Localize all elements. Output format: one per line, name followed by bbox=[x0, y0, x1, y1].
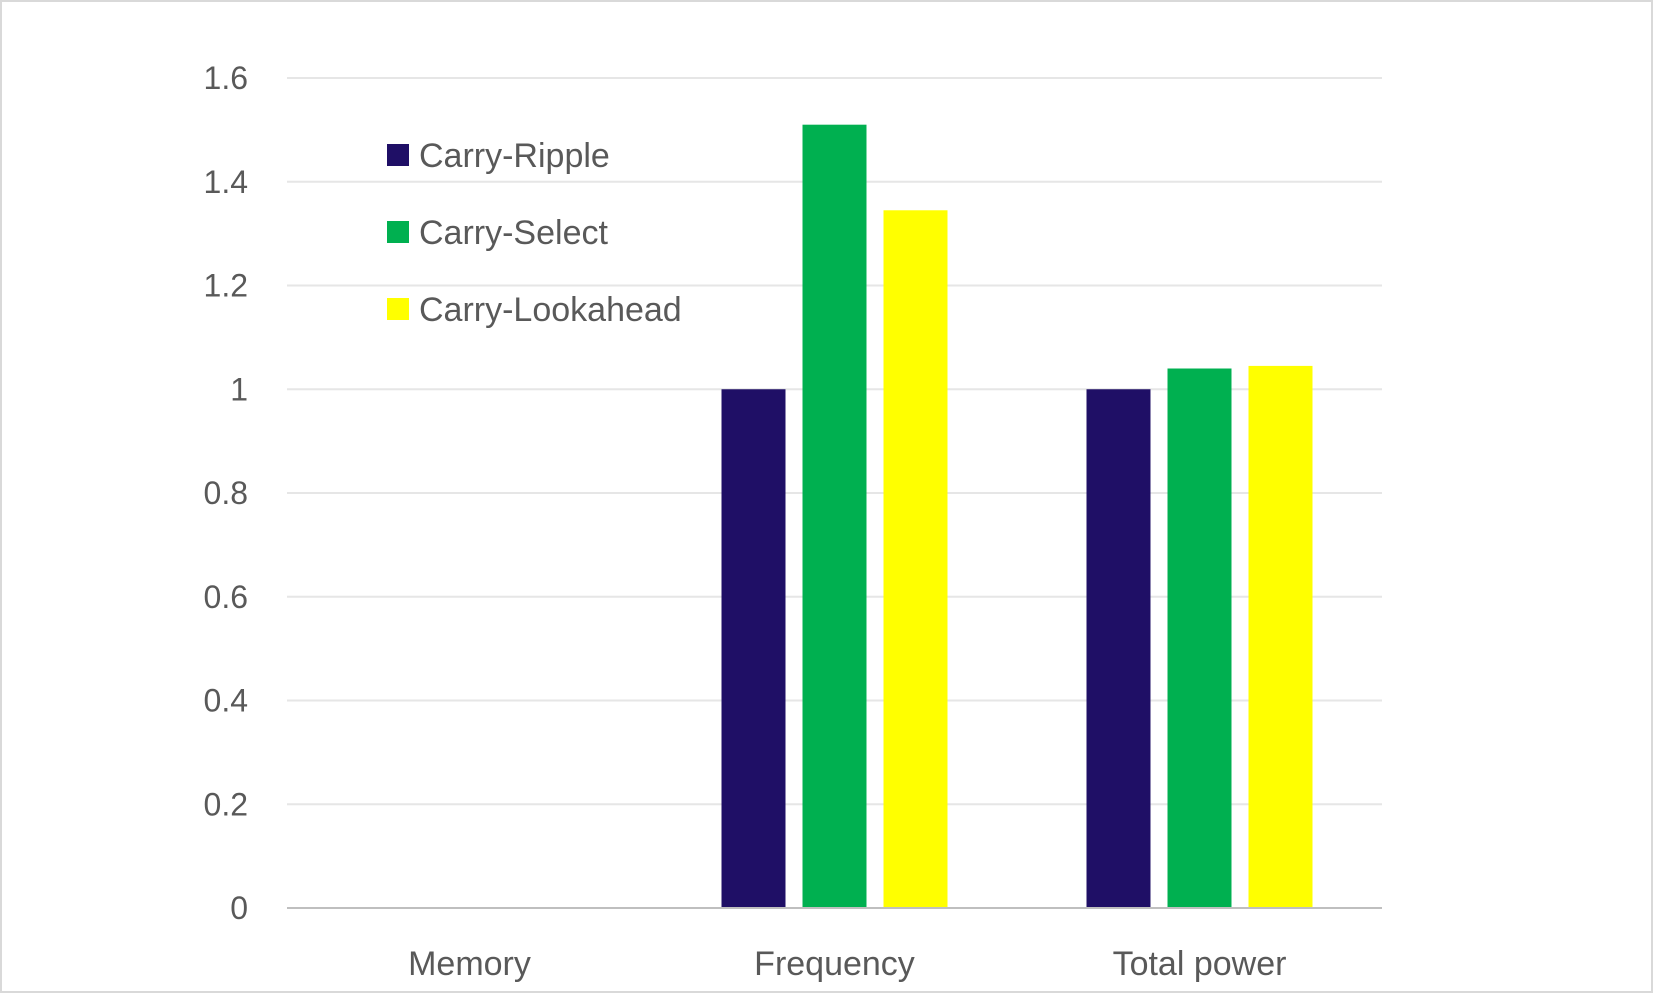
legend-label: Carry-Lookahead bbox=[419, 291, 682, 329]
y-tick-label: 0.4 bbox=[204, 683, 248, 719]
legend-swatch bbox=[387, 298, 409, 320]
bars bbox=[721, 124, 1313, 908]
bar-carry-select-total-power bbox=[1167, 368, 1232, 908]
y-tick-label: 0.8 bbox=[204, 475, 248, 511]
y-tick-label: 1.6 bbox=[204, 60, 248, 96]
bar-carry-ripple-total-power bbox=[1086, 389, 1151, 908]
x-category-label: Total power bbox=[1113, 945, 1287, 983]
x-category-label: Frequency bbox=[754, 945, 915, 983]
y-tick-label: 0.2 bbox=[204, 786, 248, 822]
y-tick-label: 1.2 bbox=[204, 268, 248, 304]
legend: Carry-Ripple Carry-Select Carry-Lookahead bbox=[387, 137, 682, 329]
y-tick-label: 1.4 bbox=[204, 164, 248, 200]
x-category-label: Memory bbox=[408, 945, 531, 983]
y-tick-label: 0.6 bbox=[204, 579, 248, 615]
legend-swatch bbox=[387, 144, 409, 166]
bar-carry-lookahead-frequency bbox=[883, 210, 948, 908]
y-tick-label: 0 bbox=[230, 890, 248, 926]
bar-carry-select-frequency bbox=[802, 124, 867, 908]
x-axis-category-labels: Memory Frequency Total power bbox=[408, 945, 1286, 983]
bar-carry-lookahead-total-power bbox=[1248, 365, 1313, 908]
legend-label: Carry-Ripple bbox=[419, 137, 610, 175]
legend-label: Carry-Select bbox=[419, 214, 608, 252]
y-axis-tick-labels: 0 0.2 0.4 0.6 0.8 1 1.2 1.4 1.6 bbox=[204, 60, 248, 926]
legend-swatch bbox=[387, 221, 409, 243]
y-tick-label: 1 bbox=[230, 371, 248, 407]
bar-carry-ripple-frequency bbox=[721, 389, 786, 908]
